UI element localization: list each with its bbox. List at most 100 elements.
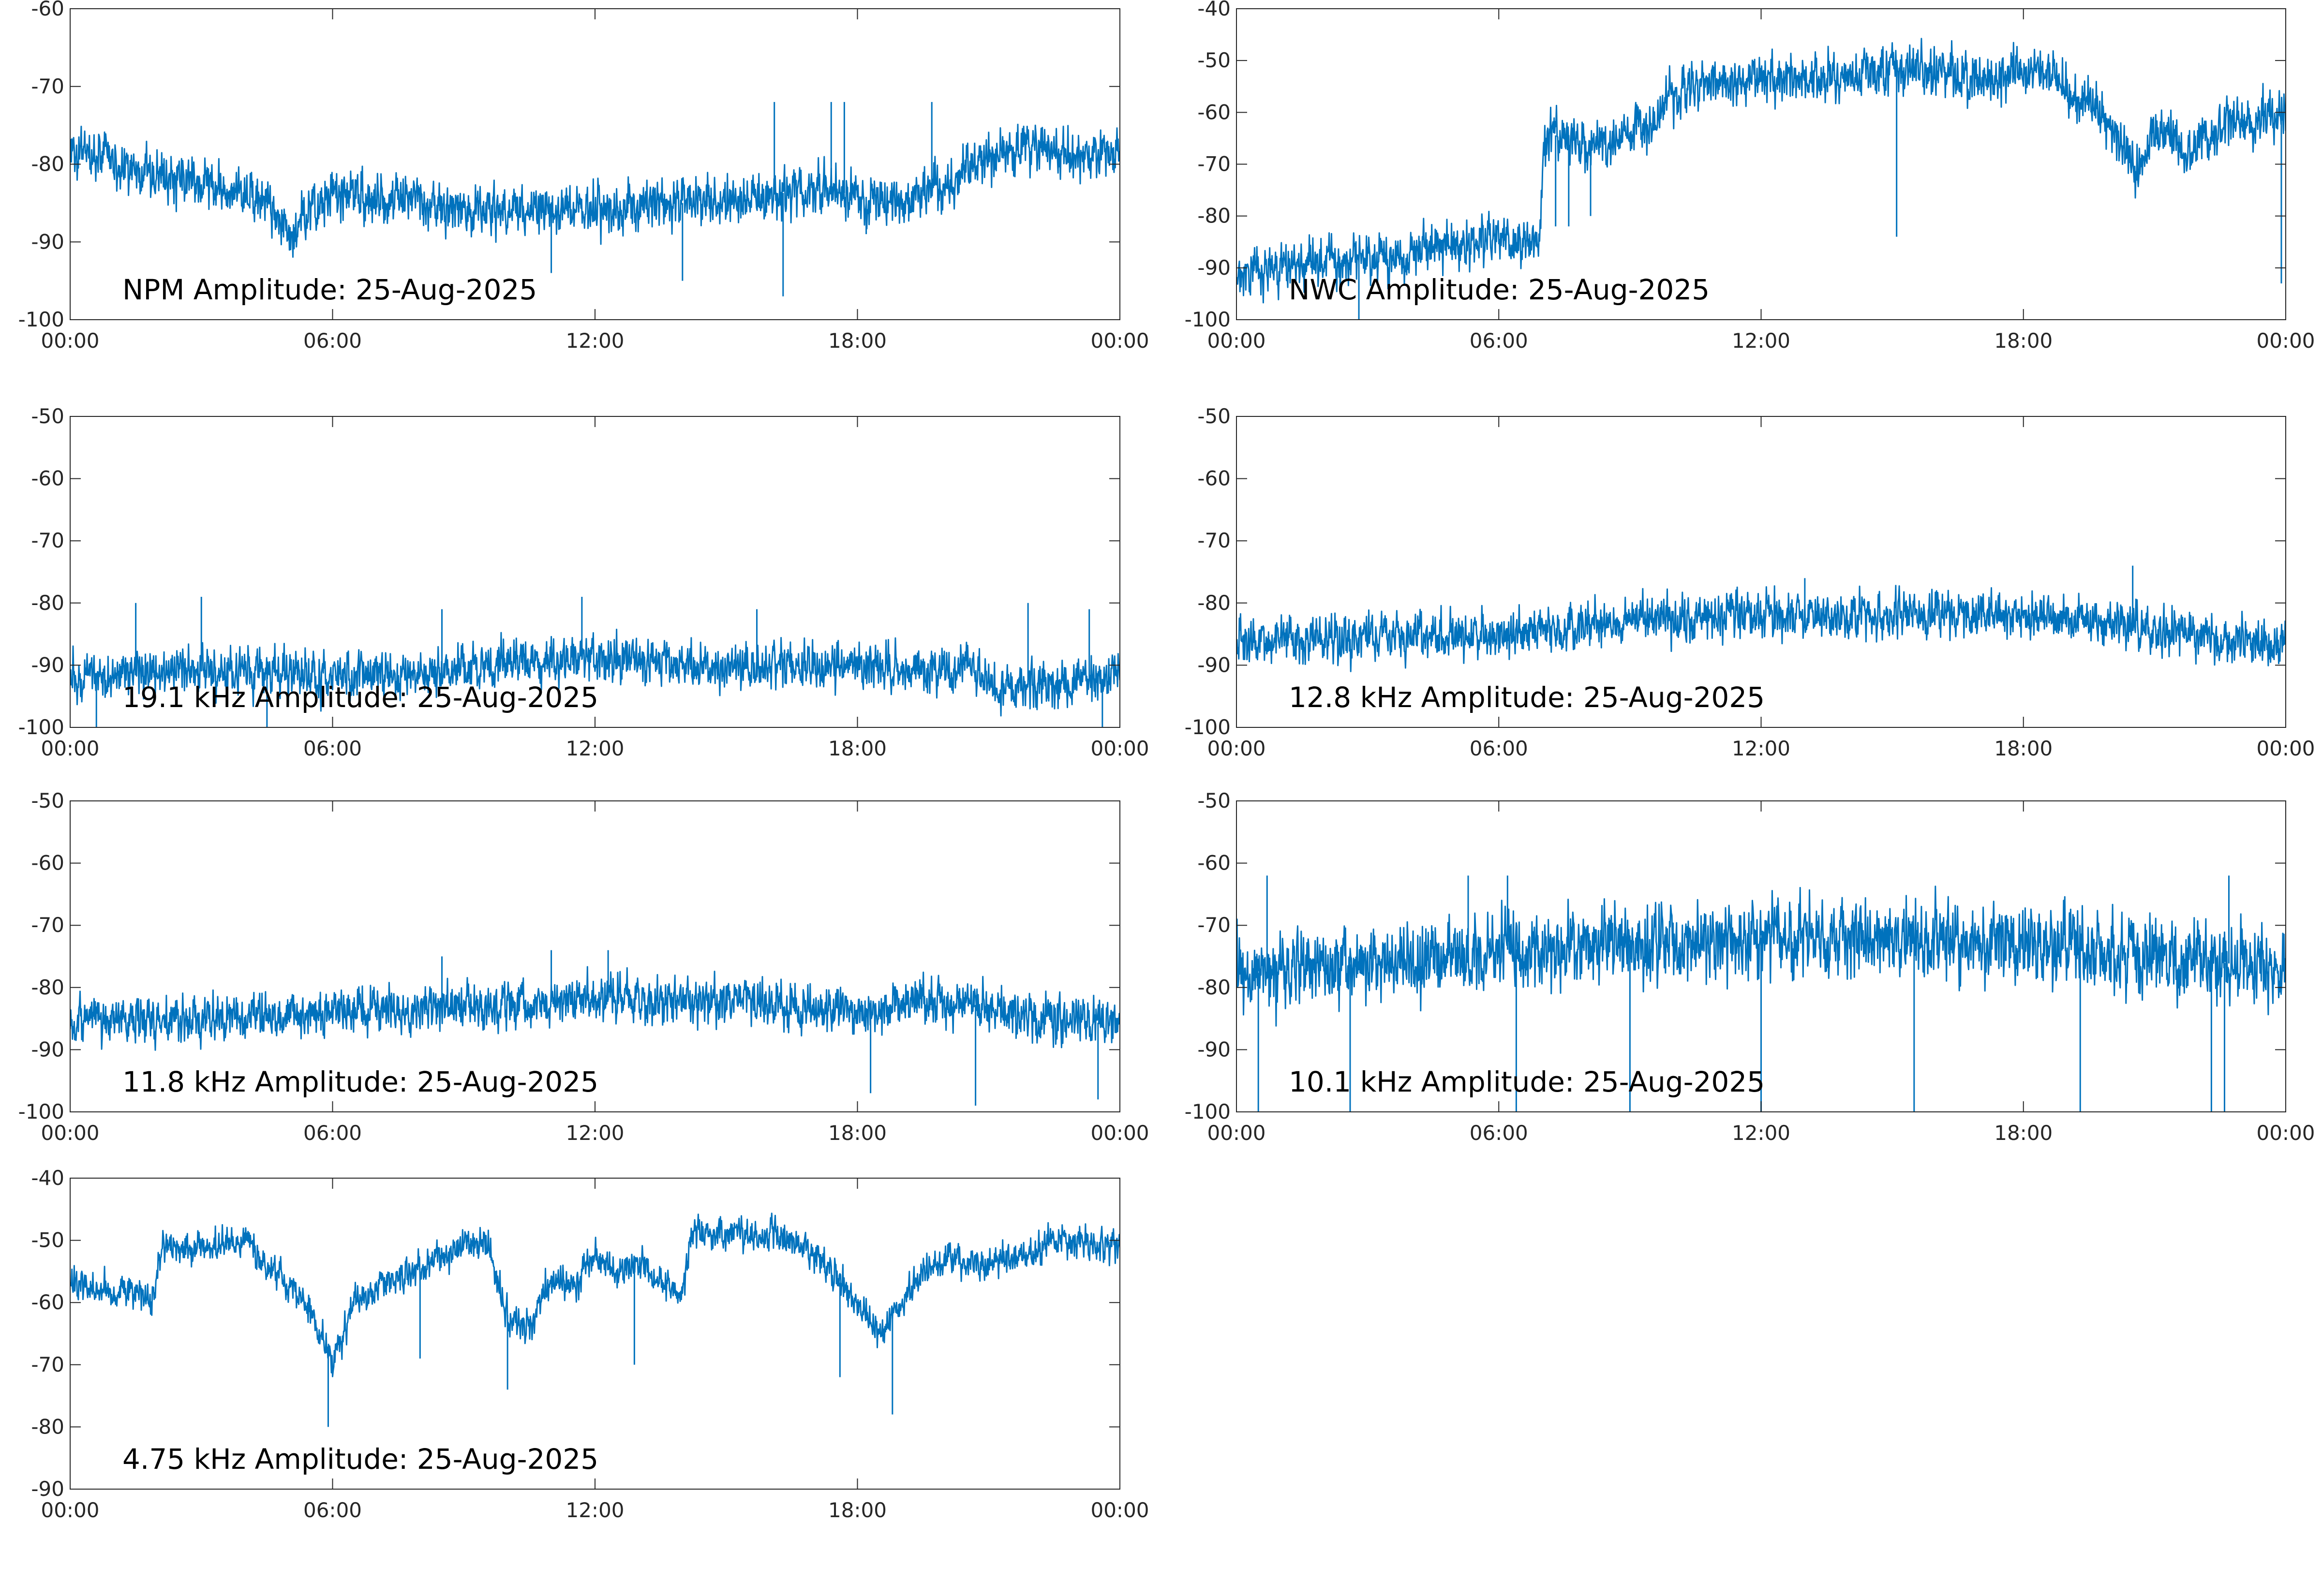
x-tick-label: 18:00 <box>828 329 887 353</box>
chart-panel-5: -100 -90 -80 -70 -60 -50 00:00 06:00 12:00 18:00 0… <box>18 789 1149 1145</box>
x-tick-label: 12:00 <box>566 737 624 760</box>
data-series-line <box>70 1212 1120 1377</box>
y-tick-label: -80 <box>31 152 64 176</box>
chart-panel-2: -100 -90 -80 -70 -60 -50 -40 00:00 06:00 12:00 18:… <box>1185 0 2315 353</box>
y-tick-label: -50 <box>1197 404 1231 428</box>
y-tick-label: -100 <box>18 1100 64 1123</box>
y-tick-label: -70 <box>1197 152 1231 176</box>
x-tick-label: 00:00 <box>41 329 99 353</box>
data-series-line <box>1236 886 2286 1027</box>
x-tick-label: 18:00 <box>1994 1121 2053 1145</box>
chart-panel-6: -100 -90 -80 -70 -60 -50 00:00 06:00 12:00 18:00 0… <box>1185 789 2315 1145</box>
x-tick-label: 06:00 <box>1470 329 1528 353</box>
y-tick-label: -80 <box>31 591 64 615</box>
chart-title: 4.75 kHz Amplitude: 25-Aug-2025 <box>122 1443 598 1476</box>
x-tick-label: 12:00 <box>566 329 624 353</box>
chart-title: 10.1 kHz Amplitude: 25-Aug-2025 <box>1289 1065 1765 1098</box>
y-tick-label: -100 <box>18 715 64 739</box>
x-tick-label: 00:00 <box>41 1498 99 1522</box>
y-tick-label: -60 <box>1197 851 1231 875</box>
y-tick-label: -80 <box>31 1415 64 1438</box>
x-tick-label: 00:00 <box>41 737 99 760</box>
y-tick-label: -50 <box>1197 789 1231 813</box>
x-tick-label: 12:00 <box>566 1121 624 1145</box>
y-tick-label: -100 <box>1185 308 1231 331</box>
x-tick-label: 12:00 <box>1732 737 1790 760</box>
x-tick-label: 18:00 <box>828 1121 887 1145</box>
chart-panel-7: -90 -80 -70 -60 -50 -40 00:00 06:00 12:00 18:00 00… <box>31 1166 1149 1522</box>
x-tick-label: 00:00 <box>1090 737 1149 760</box>
y-tick-label: -60 <box>31 1290 64 1314</box>
x-tick-label: 00:00 <box>41 1121 99 1145</box>
y-tick-label: -100 <box>1185 715 1231 739</box>
x-tick-label: 18:00 <box>1994 737 2053 760</box>
y-tick-label: -90 <box>31 1477 64 1501</box>
y-tick-label: -60 <box>31 0 64 20</box>
x-tick-label: 00:00 <box>1207 329 1265 353</box>
data-series-line <box>70 123 1120 258</box>
y-tick-label: -90 <box>1197 653 1231 677</box>
x-tick-label: 06:00 <box>303 1498 362 1522</box>
x-tick-label: 00:00 <box>1090 1121 1149 1145</box>
y-tick-label: -70 <box>1197 529 1231 552</box>
y-tick-label: -50 <box>31 404 64 428</box>
x-tick-label: 18:00 <box>828 1498 887 1522</box>
chart-panel-3: -100 -90 -80 -70 -60 -50 00:00 06:00 12:00 18:00 0… <box>18 404 1149 760</box>
chart-panel-1: -100 -90 -80 -70 -60 00:00 06:00 12:00 18:00 00:0… <box>18 0 1149 353</box>
x-tick-label: 00:00 <box>2256 329 2315 353</box>
y-tick-label: -60 <box>1197 467 1231 490</box>
x-tick-label: 00:00 <box>2256 737 2315 760</box>
y-tick-label: -60 <box>1197 100 1231 124</box>
y-tick-label: -70 <box>31 529 64 552</box>
chart-title: NWC Amplitude: 25-Aug-2025 <box>1289 273 1710 306</box>
x-tick-label: 06:00 <box>1470 1121 1528 1145</box>
x-tick-label: 12:00 <box>1732 329 1790 353</box>
y-tick-label: -50 <box>1197 48 1231 72</box>
x-tick-label: 18:00 <box>1994 329 2053 353</box>
y-tick-label: -40 <box>31 1166 64 1190</box>
x-tick-label: 06:00 <box>1470 737 1528 760</box>
y-tick-label: -90 <box>31 1037 64 1061</box>
x-tick-label: 00:00 <box>1090 329 1149 353</box>
x-tick-label: 00:00 <box>1207 1121 1265 1145</box>
x-tick-label: 06:00 <box>303 737 362 760</box>
y-tick-label: -50 <box>31 1228 64 1252</box>
y-tick-label: -100 <box>1185 1100 1231 1123</box>
chart-title: 19.1 kHz Amplitude: 25-Aug-2025 <box>122 681 598 714</box>
y-tick-label: -80 <box>1197 591 1231 615</box>
x-tick-label: 06:00 <box>303 329 362 353</box>
x-tick-label: 12:00 <box>1732 1121 1790 1145</box>
y-tick-label: -90 <box>1197 1037 1231 1061</box>
x-tick-label: 00:00 <box>1090 1498 1149 1522</box>
x-tick-label: 00:00 <box>2256 1121 2315 1145</box>
y-tick-label: -80 <box>1197 204 1231 228</box>
data-series-line <box>1236 585 2286 672</box>
y-tick-label: -70 <box>31 1353 64 1376</box>
chart-title: NPM Amplitude: 25-Aug-2025 <box>122 273 537 306</box>
y-tick-label: -70 <box>1197 913 1231 937</box>
y-tick-label: -60 <box>31 851 64 875</box>
x-tick-label: 12:00 <box>566 1498 624 1522</box>
chart-panels: -100 -90 -80 -70 -60 00:00 06:00 12:00 18:00 00:0… <box>18 0 2315 1522</box>
y-tick-label: -50 <box>31 789 64 813</box>
y-tick-label: -70 <box>31 913 64 937</box>
y-tick-label: -90 <box>31 230 64 253</box>
x-tick-label: 00:00 <box>1207 737 1265 760</box>
y-tick-label: -60 <box>31 467 64 490</box>
x-tick-label: 06:00 <box>303 1121 362 1145</box>
y-tick-label: -80 <box>31 975 64 999</box>
data-series-line <box>70 628 1120 717</box>
y-tick-label: -90 <box>31 653 64 677</box>
data-series-line <box>70 966 1120 1051</box>
chart-title: 11.8 kHz Amplitude: 25-Aug-2025 <box>122 1065 598 1098</box>
data-series-line <box>1236 38 2286 304</box>
y-tick-label: -90 <box>1197 256 1231 280</box>
x-tick-label: 18:00 <box>828 737 887 760</box>
y-tick-label: -70 <box>31 74 64 98</box>
y-tick-label: -40 <box>1197 0 1231 20</box>
chart-title: 12.8 kHz Amplitude: 25-Aug-2025 <box>1289 681 1765 714</box>
chart-panel-4: -100 -90 -80 -70 -60 -50 00:00 06:00 12:00 18:00 0… <box>1185 404 2315 760</box>
y-tick-label: -80 <box>1197 975 1231 999</box>
